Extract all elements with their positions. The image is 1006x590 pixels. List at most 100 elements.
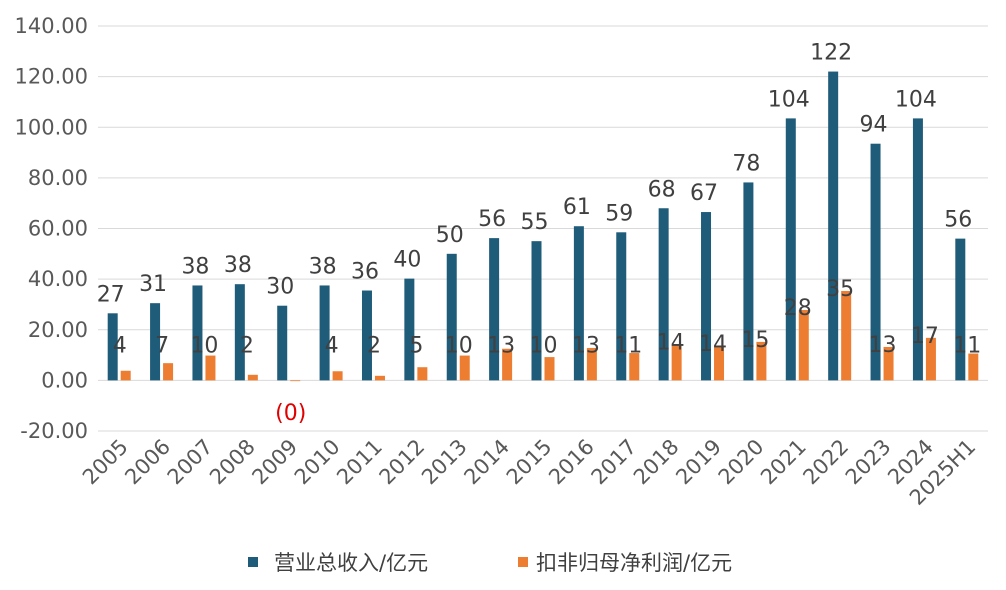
data-label-revenue: 56: [478, 207, 506, 232]
data-label-net-profit: 2: [240, 333, 254, 358]
bar-revenue: [743, 182, 754, 381]
bar-revenue: [531, 241, 542, 381]
bar-net-profit: [417, 367, 428, 381]
bar-net-profit: [205, 355, 216, 381]
y-tick-label: 100.00: [15, 115, 88, 139]
bar-net-profit: [290, 380, 301, 382]
x-tick-label: 2019: [671, 435, 726, 490]
data-label-net-profit: 7: [155, 333, 169, 358]
data-label-net-profit: 13: [487, 333, 515, 358]
bar-net-profit: [544, 357, 555, 381]
bar-net-profit: [756, 341, 767, 381]
data-label-revenue: 38: [309, 254, 337, 279]
data-label-revenue: 104: [768, 87, 810, 112]
data-label-revenue: 122: [810, 41, 852, 66]
y-tick-label: 20.00: [28, 318, 88, 342]
x-tick-label: 2023: [841, 435, 896, 490]
gridlines: [98, 25, 988, 432]
bar-revenue: [234, 284, 245, 381]
bar-revenue: [107, 313, 118, 381]
y-tick-label: -20.00: [20, 419, 88, 443]
bar-net-profit: [798, 310, 809, 381]
bar-revenue: [361, 290, 372, 381]
data-label-revenue: 40: [393, 248, 421, 273]
data-label-revenue: 61: [563, 195, 591, 220]
bar-revenue: [785, 118, 796, 381]
x-tick-label: 2017: [587, 435, 642, 490]
bar-net-profit: [163, 363, 174, 381]
data-label-net-profit: 10: [445, 333, 473, 358]
bar-net-profit: [332, 371, 343, 381]
bar-net-profit: [459, 355, 470, 381]
bar-net-profit: [374, 375, 385, 381]
x-axis-ticks: 2005200620072008200920102011201220132014…: [78, 435, 980, 510]
data-label-revenue: 67: [690, 181, 718, 206]
legend-swatch-revenue: [248, 557, 258, 567]
data-label-revenue: 27: [97, 282, 125, 307]
y-tick-label: 40.00: [28, 267, 88, 291]
data-label-net-profit: 5: [409, 333, 423, 358]
data-label-revenue: 104: [895, 87, 937, 112]
data-label-net-profit: 15: [741, 328, 769, 353]
data-label-net-profit: 4: [113, 333, 127, 358]
y-tick-label: 120.00: [15, 65, 88, 89]
data-label-revenue: 36: [351, 260, 379, 285]
x-tick-label: 2013: [417, 435, 472, 490]
x-tick-label: 2018: [629, 435, 684, 490]
bar-revenue: [404, 278, 415, 381]
y-axis-ticks: -20.00 0.00 20.00 40.00 60.00 80.00 100.00 120.…: [15, 14, 88, 443]
bar-net-profit: [714, 345, 725, 381]
data-label-net-profit: 13: [869, 333, 897, 358]
bar-revenue: [192, 285, 203, 381]
x-tick-label: 2011: [332, 435, 387, 490]
x-tick-label: 2015: [502, 435, 557, 490]
x-tick-label: 2007: [163, 435, 218, 490]
data-label-revenue: 38: [224, 253, 252, 278]
y-tick-label: 80.00: [28, 166, 88, 190]
bar-revenue: [870, 143, 881, 381]
bar-net-profit: [671, 344, 682, 381]
data-label-revenue: 68: [648, 177, 676, 202]
bar-revenue: [277, 305, 288, 381]
data-label-net-profit: 4: [325, 333, 339, 358]
data-label-net-profit: 10: [530, 333, 558, 358]
y-tick-label: 140.00: [15, 14, 88, 38]
data-label-net-profit: 13: [572, 333, 600, 358]
bar-net-profit: [841, 291, 852, 381]
x-tick-label: 2006: [120, 435, 175, 490]
data-label-revenue: 59: [605, 201, 633, 226]
bar-revenue: [955, 238, 966, 381]
data-label-revenue: 31: [139, 272, 167, 297]
data-label-net-profit: 17: [911, 324, 939, 349]
data-label-net-profit: 14: [699, 332, 727, 357]
legend: 营业总收入/亿元 扣非归母净利润/亿元: [248, 551, 732, 575]
bar-net-profit: [586, 347, 597, 381]
bar-net-profit: [247, 374, 258, 381]
data-label-net-profit: 14: [657, 330, 685, 355]
bar-revenue: [489, 238, 500, 381]
bar-revenue: [701, 212, 712, 381]
data-label-net-profit: 35: [826, 277, 854, 302]
bar-revenue: [912, 118, 923, 381]
bar-net-profit: [968, 353, 979, 381]
x-tick-label: 2008: [205, 435, 260, 490]
bar-revenue: [573, 226, 584, 381]
bar-net-profit: [120, 370, 131, 381]
bar-revenue: [616, 232, 627, 381]
data-label-revenue: 55: [521, 210, 549, 235]
x-tick-label: 2020: [714, 435, 769, 490]
bar-revenue: [828, 71, 839, 381]
legend-label-net-profit: 扣非归母净利润/亿元: [536, 551, 732, 575]
data-label-net-profit: 11: [953, 333, 981, 358]
data-label-revenue: 30: [266, 275, 294, 300]
data-label-revenue: 56: [944, 208, 972, 233]
bar-revenue: [150, 303, 161, 381]
x-tick-label: 2009: [247, 435, 302, 490]
x-tick-label: 2014: [459, 435, 514, 490]
bars: [107, 71, 979, 382]
x-tick-label: 2021: [756, 435, 811, 490]
data-label-net-profit: 11: [614, 333, 642, 358]
x-tick-label: 2012: [375, 435, 430, 490]
data-label-revenue: 50: [436, 223, 464, 248]
